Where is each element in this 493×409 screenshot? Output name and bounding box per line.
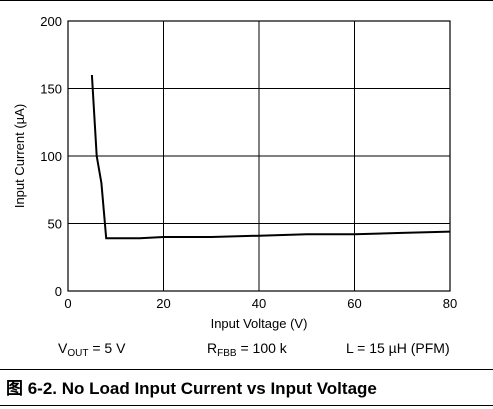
top-rule	[0, 0, 493, 1]
plot-frame	[67, 20, 451, 292]
y-tick-label: 50	[48, 217, 62, 232]
y-tick-label: 100	[40, 149, 62, 164]
x-axis-label: Input Voltage (V)	[211, 316, 308, 331]
x-tick-label: 20	[156, 296, 170, 311]
grid-lines	[68, 21, 450, 291]
bottom-rule	[0, 405, 493, 406]
y-axis-label: Input Current (µA)	[12, 104, 27, 208]
figure-caption: 图 6-2. No Load Input Current vs Input Vo…	[6, 379, 377, 398]
y-tick-label: 150	[40, 82, 62, 97]
series-line	[90, 74, 451, 240]
rfbb-condition: RFBB = 100 k	[207, 340, 287, 359]
x-tick-label: 80	[443, 296, 457, 311]
x-tick-label: 0	[64, 296, 71, 311]
inductor-condition: L = 15 µH (PFM)	[346, 340, 450, 356]
x-tick-label: 40	[252, 296, 266, 311]
tick-labels: 0 20 40 60 80 0 50 100 150 200	[40, 14, 457, 311]
vout-condition: VOUT = 5 V	[58, 340, 126, 359]
caption-separator	[0, 369, 493, 370]
y-tick-label: 0	[55, 284, 62, 299]
x-tick-label: 60	[347, 296, 361, 311]
y-tick-label: 200	[40, 14, 62, 29]
